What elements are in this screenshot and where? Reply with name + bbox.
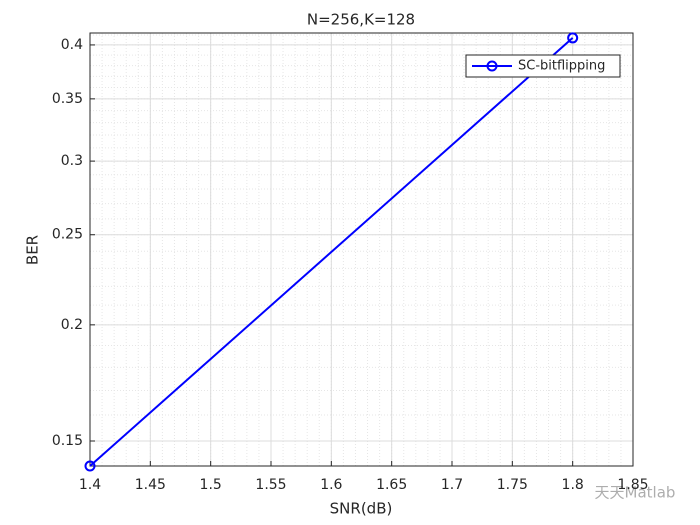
- data-point: [567, 32, 579, 44]
- x-tick-label: 1.6: [320, 477, 342, 493]
- legend-box: [465, 54, 621, 78]
- x-tick-label: 1.4: [79, 477, 101, 493]
- x-tick-label: 1.45: [135, 477, 166, 493]
- chart-title: N=256,K=128: [307, 11, 415, 29]
- x-axis-label: SNR(dB): [330, 500, 393, 518]
- plot-area: [90, 33, 633, 466]
- legend-label: SC-bitflipping: [518, 59, 605, 74]
- x-tick-label: 1.8: [562, 477, 584, 493]
- series-line: [89, 37, 574, 467]
- x-tick-label: 1.55: [255, 477, 286, 493]
- legend: SC-bitflipping: [465, 54, 621, 78]
- y-axis-label: BER: [24, 235, 42, 265]
- x-tick-label: 1.85: [617, 477, 648, 493]
- y-tick-label: 0.25: [52, 227, 83, 243]
- x-tick-label: 1.65: [376, 477, 407, 493]
- x-tick-label: 1.5: [200, 477, 222, 493]
- x-tick-label: 1.7: [441, 477, 463, 493]
- y-tick-label: 0.3: [61, 153, 83, 169]
- legend-marker: [486, 60, 498, 72]
- x-tick-label: 1.75: [497, 477, 528, 493]
- y-tick-label: 0.4: [61, 37, 83, 53]
- axes-frame: [89, 32, 634, 467]
- watermark: 天天Matlab: [595, 484, 676, 502]
- data-point: [84, 460, 96, 472]
- y-tick-label: 0.2: [61, 317, 83, 333]
- y-tick-label: 0.15: [52, 433, 83, 449]
- y-tick-label: 0.35: [52, 91, 83, 107]
